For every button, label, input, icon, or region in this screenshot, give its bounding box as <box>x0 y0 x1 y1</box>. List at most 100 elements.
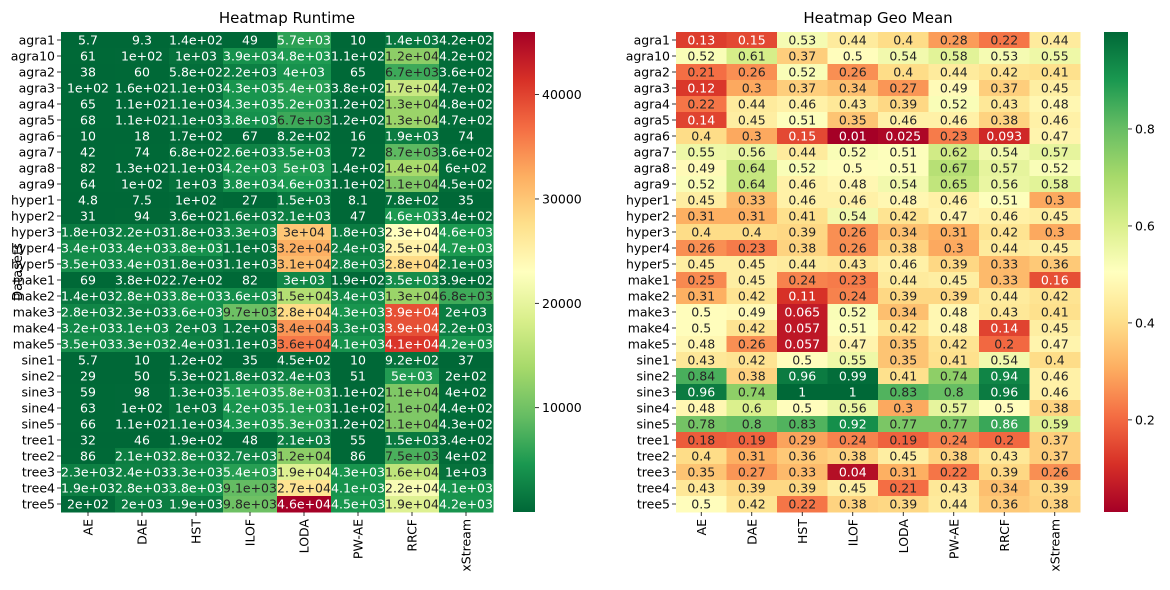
runtime-cell <box>439 144 494 161</box>
runtime-row-label: agra7 <box>19 145 55 160</box>
geomean-cell <box>1029 112 1081 129</box>
runtime-cell <box>439 240 494 257</box>
runtime-cell-label: 67 <box>242 129 258 144</box>
geomean-cell-label: 0.43 <box>940 481 968 496</box>
geomean-cell <box>1029 304 1081 321</box>
runtime-cell <box>169 224 224 241</box>
geomean-cell <box>676 368 727 385</box>
geomean-cell <box>676 352 727 369</box>
geomean-cell-label: 0.77 <box>940 417 968 432</box>
geomean-cell-label: 0.13 <box>687 33 715 48</box>
runtime-cell-label: 3.4e+04 <box>277 321 331 336</box>
runtime-cell <box>223 480 278 497</box>
geomean-cell-label: 0.64 <box>738 161 766 176</box>
geomean-cell <box>928 352 980 369</box>
runtime-cell-label: 49 <box>242 33 258 48</box>
runtime-row-label: tree4 <box>22 481 55 496</box>
geomean-row-label: sine3 <box>636 385 670 400</box>
geomean-cell <box>878 432 929 449</box>
runtime-cell <box>223 400 278 417</box>
geomean-cell-label: 0.46 <box>1041 113 1069 128</box>
runtime-cell <box>331 352 386 369</box>
geomean-cell-label: 0.42 <box>738 321 766 336</box>
runtime-cell <box>439 256 494 273</box>
geomean-cell-label: 0.57 <box>1041 145 1069 160</box>
runtime-cell <box>439 432 494 449</box>
runtime-cell-label: 2.4e+03 <box>277 369 331 384</box>
geomean-cell <box>777 64 828 81</box>
runtime-row-label: tree2 <box>22 449 55 464</box>
runtime-colorbar-tick-label: 20000 <box>542 296 582 311</box>
geomean-cell-label: 0.46 <box>990 209 1018 224</box>
runtime-cell-label: 74 <box>458 129 474 144</box>
geomean-cell-label: 0.19 <box>889 433 917 448</box>
runtime-cell-label: 2.4e+03 <box>169 337 223 352</box>
runtime-cell <box>61 144 116 161</box>
geomean-cell <box>928 384 980 401</box>
geomean-cell <box>1029 32 1081 49</box>
geomean-cell <box>1029 400 1081 417</box>
runtime-cell <box>115 352 170 369</box>
geomean-cell <box>878 304 929 321</box>
runtime-cell-label: 4.7e+02 <box>439 81 493 96</box>
runtime-cell-label: 48 <box>242 433 258 448</box>
runtime-cell <box>223 336 278 353</box>
geomean-cell <box>726 240 778 257</box>
geomean-cell-label: 0.41 <box>940 353 968 368</box>
geomean-cell-label: 0.4 <box>691 225 711 240</box>
geomean-cell-label: 0.27 <box>738 465 766 480</box>
runtime-cell-label: 4.3e+02 <box>439 417 493 432</box>
runtime-cell <box>385 288 440 305</box>
geomean-cell <box>726 80 778 97</box>
geomean-cell <box>928 288 980 305</box>
geomean-cell-label: 0.22 <box>788 497 816 512</box>
runtime-cell-label: 1e+02 <box>121 177 163 192</box>
geomean-cell-label: 0.39 <box>889 97 917 112</box>
geomean-cell <box>827 416 879 433</box>
geomean-cell <box>726 144 778 161</box>
runtime-cell-label: 2e+02 <box>67 497 109 512</box>
runtime-cell-label: 1.9e+02 <box>331 273 385 288</box>
geomean-cell <box>726 496 778 513</box>
geomean-cell-label: 0.38 <box>788 241 816 256</box>
heatmap-runtime-column-labels: AE DAE HST ILOF LODA PW-AE RRCF xStream <box>81 512 474 572</box>
geomean-cell <box>827 288 879 305</box>
runtime-cell-label: 1.1e+03 <box>223 257 277 272</box>
geomean-cell <box>928 112 980 129</box>
geomean-cell <box>1029 464 1081 481</box>
geomean-cell <box>979 416 1030 433</box>
geomean-cell <box>878 464 929 481</box>
geomean-cell <box>676 336 727 353</box>
geomean-cell-label: 0.35 <box>889 353 917 368</box>
runtime-cell-label: 1.1e+04 <box>385 401 439 416</box>
runtime-cell <box>169 48 224 65</box>
runtime-cell <box>169 368 224 385</box>
geomean-cell <box>676 400 727 417</box>
geomean-cell-label: 0.77 <box>889 417 917 432</box>
runtime-column-label: AE <box>81 519 96 536</box>
runtime-cell-label: 1.9e+03 <box>61 481 115 496</box>
runtime-cell <box>223 288 278 305</box>
runtime-cell-label: 3.8e+03 <box>223 113 277 128</box>
geomean-cell <box>676 240 727 257</box>
geomean-cell-label: 0.45 <box>738 113 766 128</box>
runtime-cell <box>223 208 278 225</box>
runtime-row-label: make5 <box>13 337 55 352</box>
geomean-cell-label: 0.4 <box>691 449 711 464</box>
runtime-cell <box>223 368 278 385</box>
geomean-cell-label: 0.22 <box>940 465 968 480</box>
geomean-cell <box>676 272 727 289</box>
runtime-cell-label: 5.1e+03 <box>223 385 277 400</box>
runtime-row-label: tree3 <box>22 465 55 480</box>
geomean-cell-label: 0.39 <box>889 497 917 512</box>
runtime-cell <box>277 336 332 353</box>
geomean-cell <box>979 368 1030 385</box>
heatmap-runtime-colorbar: 10000 20000 30000 40000 <box>513 32 582 512</box>
runtime-cell <box>169 80 224 97</box>
runtime-cell <box>61 384 116 401</box>
runtime-row-label: make4 <box>13 321 55 336</box>
geomean-cell <box>928 144 980 161</box>
geomean-cell-label: 0.45 <box>839 481 867 496</box>
geomean-cell-label: 0.29 <box>788 433 816 448</box>
geomean-cell-label: 0.49 <box>738 305 766 320</box>
